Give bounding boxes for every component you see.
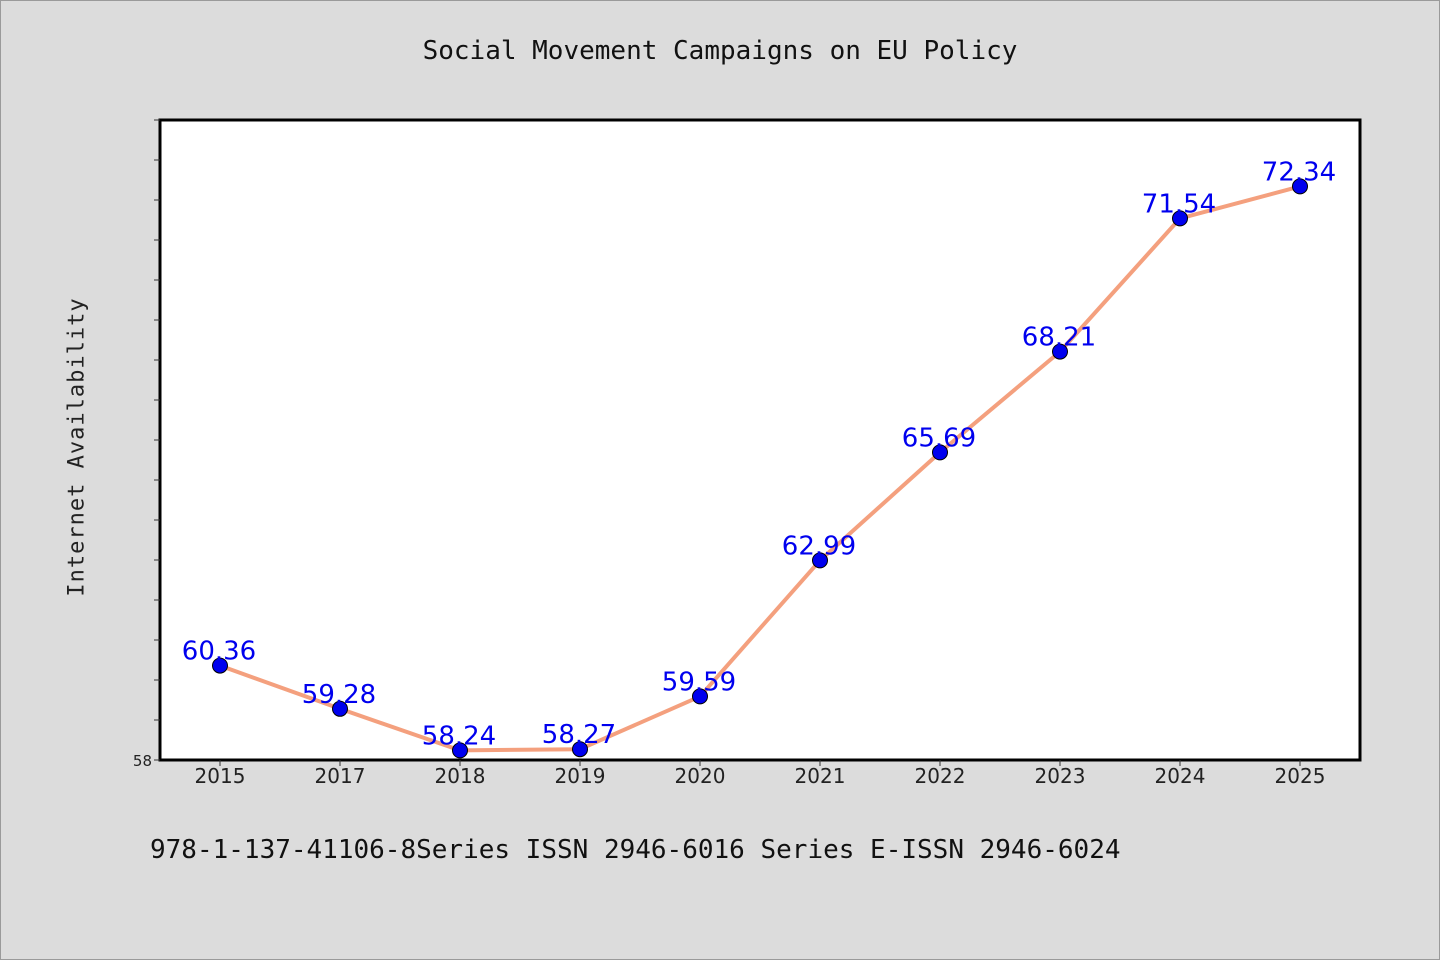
data-label: 58.27 — [542, 720, 616, 750]
data-point — [212, 657, 228, 674]
x-tick-label: 2023 — [1035, 764, 1086, 788]
data-point — [452, 742, 468, 759]
data-label: 68.21 — [1022, 323, 1096, 353]
x-tick-label: 2024 — [1155, 764, 1206, 788]
data-point — [812, 552, 828, 569]
data-point — [932, 444, 948, 461]
x-tick-label: 2017 — [315, 764, 366, 788]
footer-isbn-issn: 978-1-137-41106-8Series ISSN 2946-6016 S… — [150, 835, 1121, 865]
series-line — [219, 184, 1301, 753]
data-label: 60.36 — [182, 637, 256, 667]
data-label: 59.59 — [662, 667, 736, 697]
data-point — [332, 700, 348, 717]
data-label: 62.99 — [782, 531, 856, 561]
x-tick-label: 2015 — [195, 764, 246, 788]
plot-area — [158, 118, 1362, 762]
data-label: 65.69 — [902, 423, 976, 453]
data-label: 72.34 — [1262, 157, 1336, 187]
x-tick-label: 2019 — [555, 764, 606, 788]
x-tick-label: 2021 — [795, 764, 846, 788]
data-label: 59.28 — [302, 680, 376, 710]
x-tick-label: 2020 — [675, 764, 726, 788]
data-point — [1172, 210, 1188, 227]
x-tick-label: 2025 — [1275, 764, 1326, 788]
x-tick-label: 2018 — [435, 764, 486, 788]
data-point — [692, 688, 708, 705]
data-point — [572, 741, 588, 758]
data-point — [1292, 178, 1308, 195]
data-point — [1052, 343, 1068, 360]
data-label: 58.24 — [422, 721, 496, 751]
y-tick-label: 58 — [133, 752, 152, 770]
data-label: 71.54 — [1142, 189, 1216, 219]
x-tick-label: 2022 — [915, 764, 966, 788]
chart-title: Social Movement Campaigns on EU Policy — [422, 36, 1018, 66]
